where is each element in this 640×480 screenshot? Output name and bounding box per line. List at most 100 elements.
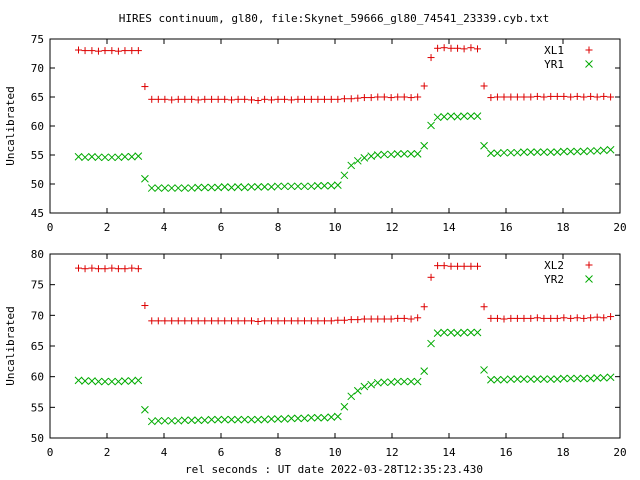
data-point <box>200 416 209 425</box>
data-point <box>208 317 216 325</box>
data-point <box>500 93 508 101</box>
data-point <box>387 94 395 102</box>
data-point <box>593 313 601 321</box>
data-point <box>220 183 229 191</box>
data-point <box>407 377 415 386</box>
data-point <box>453 329 462 337</box>
data-point <box>161 95 169 103</box>
data-point <box>107 377 116 386</box>
data-point <box>114 377 123 386</box>
data-point <box>234 317 242 325</box>
data-point <box>267 96 275 104</box>
y-tick-label: 50 <box>31 432 44 445</box>
data-point <box>340 402 349 411</box>
plot-frame <box>49 253 621 439</box>
data-point <box>274 415 282 423</box>
data-point <box>314 95 322 103</box>
data-point <box>526 148 535 156</box>
data-point <box>454 262 462 270</box>
y-axis-label: Uncalibrated <box>4 306 17 385</box>
data-point <box>520 375 528 383</box>
data-point <box>134 152 143 161</box>
y-tick-label: 75 <box>31 279 44 292</box>
data-point <box>480 141 488 150</box>
legend-marker <box>585 46 593 54</box>
data-point <box>367 315 375 323</box>
data-point <box>81 377 89 385</box>
data-point <box>174 95 182 103</box>
data-point <box>228 317 236 325</box>
y-tick-label: 80 <box>31 248 44 261</box>
data-point <box>187 184 196 192</box>
data-point <box>573 314 581 322</box>
data-point <box>81 265 89 273</box>
data-point <box>194 416 203 425</box>
data-point <box>121 265 129 273</box>
data-point <box>360 382 369 391</box>
data-point <box>546 148 555 156</box>
data-point <box>188 95 196 103</box>
data-point <box>540 93 548 101</box>
data-point <box>460 262 468 270</box>
data-point <box>433 113 442 122</box>
data-point <box>300 182 309 191</box>
data-point <box>108 264 116 272</box>
data-point <box>427 121 435 130</box>
data-point <box>493 314 501 322</box>
data-point <box>460 112 468 120</box>
data-point <box>180 416 189 425</box>
data-point <box>194 96 202 104</box>
data-point <box>194 183 203 192</box>
data-point <box>267 183 276 191</box>
data-point <box>440 112 449 121</box>
data-point <box>187 416 196 425</box>
data-point <box>547 314 555 322</box>
y-axis-label: Uncalibrated <box>4 86 17 165</box>
data-point <box>367 380 376 389</box>
data-point <box>567 93 575 101</box>
data-point <box>493 375 502 384</box>
y-tick-label: 60 <box>31 120 44 133</box>
x-tick-label: 12 <box>385 221 398 234</box>
data-point <box>599 374 608 382</box>
series-YR2 <box>74 328 615 426</box>
data-point <box>114 265 122 273</box>
data-point <box>241 95 249 103</box>
data-point <box>607 313 615 321</box>
data-point <box>121 377 129 385</box>
data-point <box>527 314 535 322</box>
data-point <box>360 94 368 102</box>
data-point <box>347 392 356 401</box>
y-tick-label: 50 <box>31 178 44 191</box>
data-point <box>387 150 395 159</box>
x-tick-label: 18 <box>556 446 569 459</box>
data-point <box>194 317 202 325</box>
data-point <box>141 83 149 91</box>
data-point <box>420 82 428 90</box>
legend-label: XL2 <box>544 259 564 272</box>
data-point <box>274 317 282 325</box>
data-point <box>580 93 588 101</box>
data-point <box>141 405 149 414</box>
data-point <box>393 377 402 386</box>
data-point <box>453 112 462 121</box>
data-point <box>207 415 216 424</box>
data-point <box>473 328 482 337</box>
data-point <box>240 183 249 192</box>
y-tick-label: 70 <box>31 309 44 322</box>
data-point <box>420 367 429 376</box>
data-point <box>540 148 548 156</box>
data-point <box>294 182 302 191</box>
data-point <box>434 44 442 52</box>
data-point <box>147 184 156 192</box>
data-point <box>114 153 123 162</box>
data-point <box>88 264 96 272</box>
data-point <box>533 148 542 156</box>
data-point <box>593 93 601 101</box>
data-point <box>174 416 183 425</box>
data-point <box>440 44 448 52</box>
data-point <box>300 414 309 423</box>
data-point <box>307 95 315 103</box>
data-point <box>413 149 422 158</box>
data-point <box>367 152 376 161</box>
